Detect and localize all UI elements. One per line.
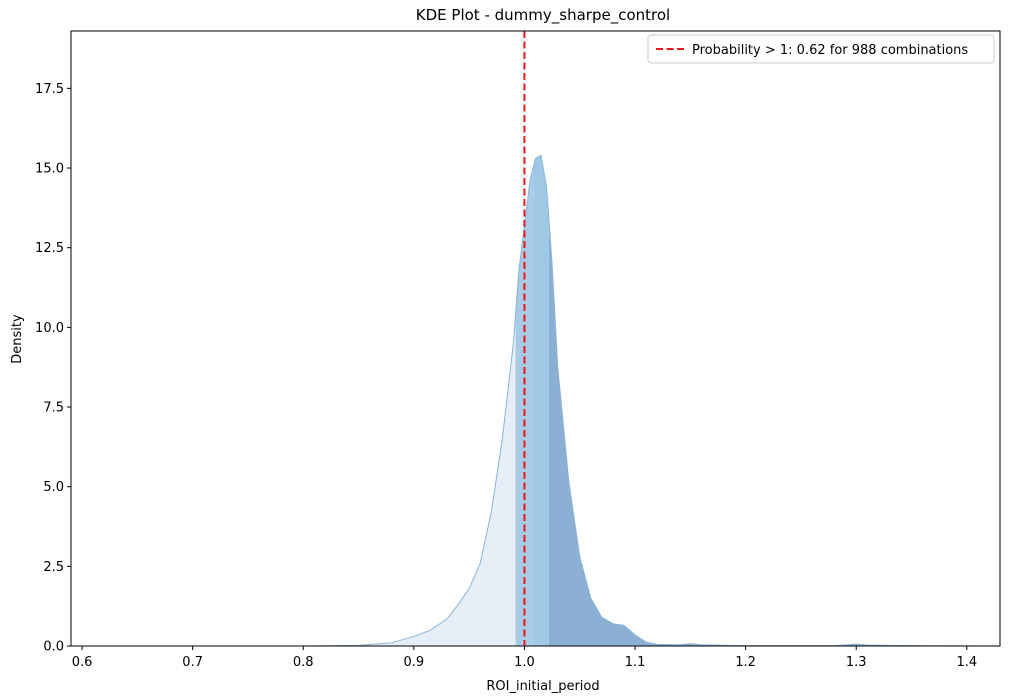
x-tick-label: 1.2 [735,655,756,670]
kde-region-2 [533,155,549,647]
x-tick-label: 1.4 [956,655,977,670]
plot-frame [70,30,1001,647]
y-axis-title: Density [10,314,25,364]
kde-region-3 [548,217,1000,646]
kde-region-1 [515,167,534,646]
y-tick-label: 15.0 [35,162,64,177]
x-axis-title: ROI_initial_period [486,679,599,694]
legend-box [647,34,995,64]
y-tick-label: 0.0 [43,640,64,655]
kde-region-0 [71,313,516,646]
x-tick-label: 1.1 [625,655,646,670]
y-tick-label: 2.5 [43,560,64,575]
x-axis: 0.6 0.7 0.8 0.9 1.0 1.1 1.2 1.3 1.4 [72,646,977,670]
y-axis: 0.0 2.5 5.0 7.5 10.0 12.5 15.0 17.5 [35,82,71,655]
x-tick-label: 0.6 [72,655,93,670]
x-tick-label: 0.8 [293,655,314,670]
legend-label: Probability > 1: 0.62 for 988 combinatio… [692,43,968,58]
kde-outline [71,154,1001,647]
x-tick-label: 0.7 [182,655,203,670]
kde-regions [71,155,1000,647]
x-tick-label: 1.3 [846,655,867,670]
y-tick-label: 12.5 [35,241,64,256]
y-tick-label: 5.0 [43,480,64,495]
chart-title: KDE Plot - dummy_sharpe_control [416,6,670,25]
x-tick-label: 0.9 [404,655,425,670]
y-tick-label: 7.5 [43,401,64,416]
x-tick-label: 1.0 [514,655,535,670]
y-tick-label: 10.0 [35,321,64,336]
y-tick-label: 17.5 [35,82,64,97]
legend: Probability > 1: 0.62 for 988 combinatio… [647,34,995,64]
